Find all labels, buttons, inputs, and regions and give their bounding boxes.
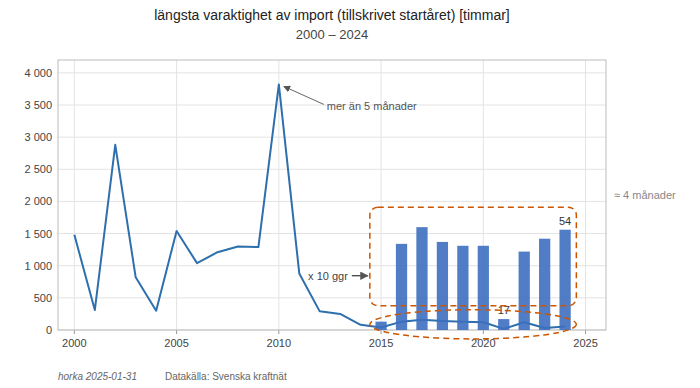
- highlight-ellipse: [370, 310, 577, 339]
- data-area: [74, 84, 570, 330]
- grid-line-x: [585, 60, 586, 330]
- plot-frame: [58, 60, 606, 330]
- grid-line-y: [58, 201, 606, 202]
- bar: [375, 322, 386, 330]
- bar: [559, 230, 570, 330]
- grid-line-y: [58, 169, 606, 170]
- x-tick: [278, 330, 279, 334]
- grid: [58, 60, 606, 330]
- y-tick-label: 0: [46, 324, 52, 336]
- y-tick-label: 500: [34, 292, 52, 304]
- chart: längsta varaktighet av import (tillskriv…: [0, 0, 700, 388]
- grid-line-x: [278, 60, 279, 330]
- x-tick-label: 2005: [164, 337, 188, 349]
- annotation-arrow: [284, 86, 324, 104]
- bar: [478, 246, 489, 330]
- annotation: x 10 ggr: [308, 270, 348, 282]
- x-tick: [74, 330, 75, 334]
- y-tick-label: 3 000: [24, 131, 52, 143]
- annotation: ≈ 4 månader: [614, 189, 676, 201]
- highlight-box: [370, 207, 577, 306]
- bar: [416, 227, 427, 330]
- bar: [396, 244, 407, 330]
- y-tick-label: 3 500: [24, 99, 52, 111]
- annotation-arrow: [352, 275, 368, 276]
- bar: [519, 252, 530, 330]
- y-tick-label: 2 000: [24, 195, 52, 207]
- subtitle: 2000 – 2024: [296, 27, 368, 42]
- x-tick: [483, 330, 484, 334]
- y-tick-label: 1 000: [24, 260, 52, 272]
- bar: [457, 246, 468, 330]
- x-tick-label: 2000: [62, 337, 86, 349]
- title: längsta varaktighet av import (tillskriv…: [154, 7, 510, 23]
- x-tick: [381, 330, 382, 334]
- y-tick-label: 4 000: [24, 67, 52, 79]
- x-tick-label: 2010: [267, 337, 291, 349]
- y-tick-label: 1 500: [24, 228, 52, 240]
- x-tick: [585, 330, 586, 334]
- data-label: 54: [559, 215, 571, 227]
- x-tick-label: 2025: [573, 337, 597, 349]
- footer: horka 2025-01-31: [58, 371, 137, 382]
- annotation: mer än 5 månader: [327, 100, 417, 112]
- grid-line-y: [58, 72, 606, 73]
- grid-line-x: [176, 60, 177, 330]
- footer: Datakälla: Svenska kraftnät: [165, 371, 287, 382]
- grid-line-y: [58, 233, 606, 234]
- x-tick: [176, 330, 177, 334]
- x-tick-label: 2015: [369, 337, 393, 349]
- bar: [437, 242, 448, 330]
- bar: [539, 239, 550, 330]
- y-tick-label: 2 500: [24, 163, 52, 175]
- grid-line-y: [58, 137, 606, 138]
- bar: [498, 319, 509, 330]
- grid-line-x: [74, 60, 75, 330]
